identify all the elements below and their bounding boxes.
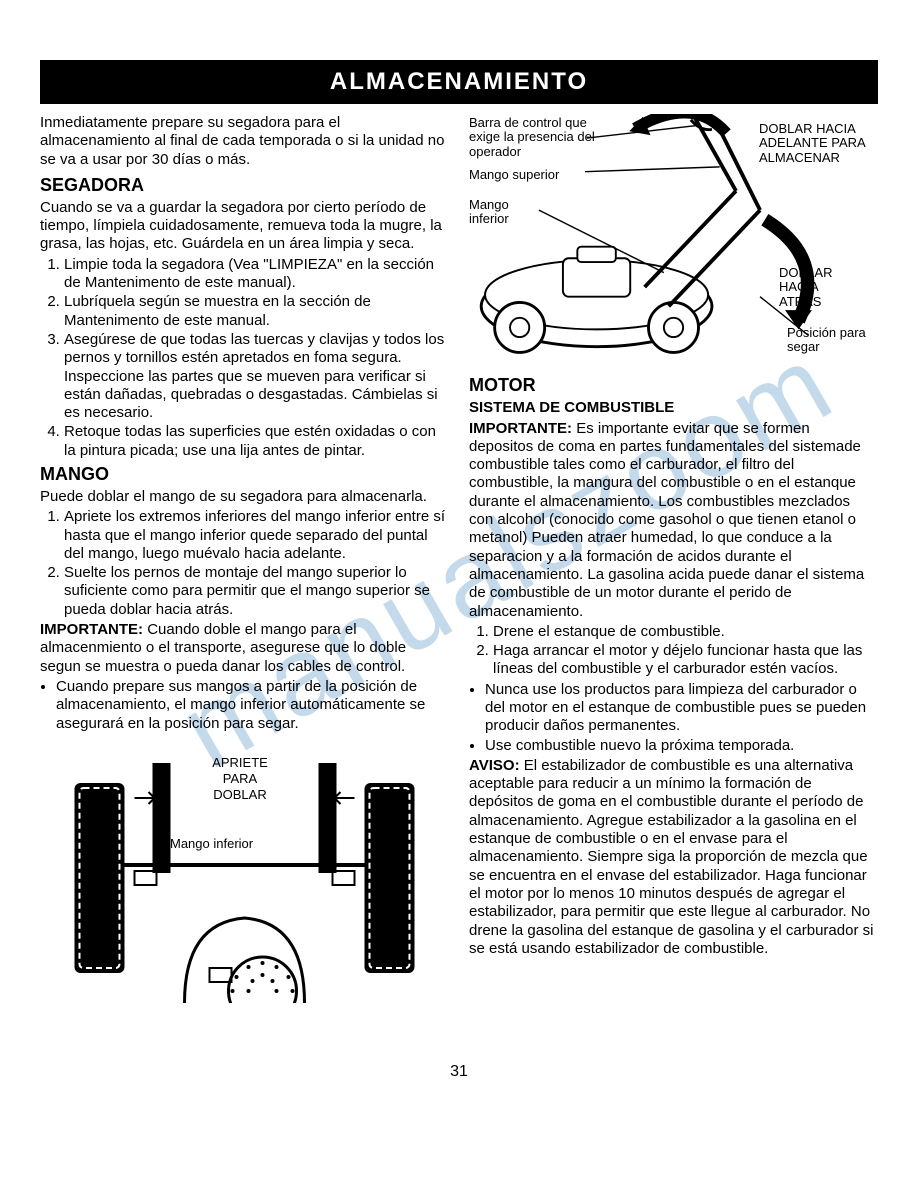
figure-top: Barra de control que exige la presencia … [469, 114, 878, 367]
motor-bullet-1: Nunca use los productos para limpieza de… [485, 681, 878, 736]
fig2-paradoblar-text: PARA DOBLAR [195, 771, 285, 803]
fig2-apriete: APRIETE PARA DOBLAR [195, 755, 285, 803]
heading-segadora: SEGADORA [40, 175, 449, 197]
mango-item-2: Suelte los pernos de montaje del mango s… [64, 564, 449, 619]
motor-importante: IMPORTANTE: Es importante evitar que se … [469, 420, 878, 621]
section-title-bar: ALMACENAMIENTO [40, 60, 878, 104]
motor-importante-text: Es importante evitar que se formen depos… [469, 420, 864, 620]
segadora-item-4: Retoque todas las superficies que estén … [64, 423, 449, 460]
subheading-sistema: SISTEMA DE COMBUSTIBLE [469, 399, 878, 417]
segadora-intro: Cuando se va a guardar la segadora por c… [40, 199, 449, 254]
fig-barra-label: Barra de control que exige la presencia … [469, 116, 599, 159]
motor-item-2: Haga arrancar el motor y déjelo funciona… [493, 642, 878, 679]
importante-label-motor: IMPORTANTE: [469, 420, 572, 437]
motor-aviso-text: El estabilizador de combustible es una a… [469, 757, 873, 957]
mango-item-1: Apriete los extremos inferiores del mang… [64, 508, 449, 563]
motor-aviso: AVISO: El estabilizador de combustible e… [469, 757, 878, 958]
segadora-list: Limpie toda la segadora (Vea "LIMPIEZA" … [40, 256, 449, 460]
segadora-item-1: Limpie toda la segadora (Vea "LIMPIEZA" … [64, 256, 449, 293]
mango-list: Apriete los extremos inferiores del mang… [40, 508, 449, 619]
motor-bullet-2: Use combustible nuevo la próxima tempora… [485, 737, 878, 755]
fig2-mango-inf: Mango inferior [170, 836, 253, 852]
importante-label: IMPORTANTE: [40, 621, 143, 638]
fig-doblar-ad-label: DOBLAR HACIA ADELANTE PARA ALMACENAR [759, 122, 869, 165]
fig-posicion-label: Posición para segar [787, 326, 867, 355]
segadora-item-3: Asegúrese de que todas las tuercas y cla… [64, 331, 449, 422]
fig-doblar-at-label: DOBLAR HACIA ATRÁS [779, 266, 859, 309]
fig-mango-sup-label: Mango superior [469, 168, 589, 182]
aviso-label: AVISO: [469, 757, 520, 774]
heading-mango: MANGO [40, 464, 449, 486]
right-column: Barra de control que exige la presencia … [469, 114, 878, 1003]
motor-num-list: Drene el estanque de combustible. Haga a… [469, 623, 878, 679]
heading-motor: MOTOR [469, 375, 878, 397]
intro-text: Inmediatamente prepare su segadora para … [40, 114, 449, 169]
page-number: 31 [40, 1063, 878, 1081]
mango-bullet-1: Cuando prepare sus mangos a partir de la… [56, 678, 449, 733]
mango-bullet-list: Cuando prepare sus mangos a partir de la… [40, 678, 449, 733]
motor-item-1: Drene el estanque de combustible. [493, 623, 878, 641]
mango-importante: IMPORTANTE: Cuando doble el mango para e… [40, 621, 449, 676]
left-column: Inmediatamente prepare su segadora para … [40, 114, 449, 1003]
segadora-item-2: Lubríquela según se muestra en la secció… [64, 293, 449, 330]
fig2-apriete-text: APRIETE [195, 755, 285, 771]
mango-intro: Puede doblar el mango de su segadora par… [40, 488, 449, 506]
figure-bottom: APRIETE PARA DOBLAR Mango inferior [40, 743, 449, 1003]
motor-bullet-list: Nunca use los productos para limpieza de… [469, 681, 878, 755]
fig-mango-inf-label: Mango inferior [469, 198, 529, 227]
